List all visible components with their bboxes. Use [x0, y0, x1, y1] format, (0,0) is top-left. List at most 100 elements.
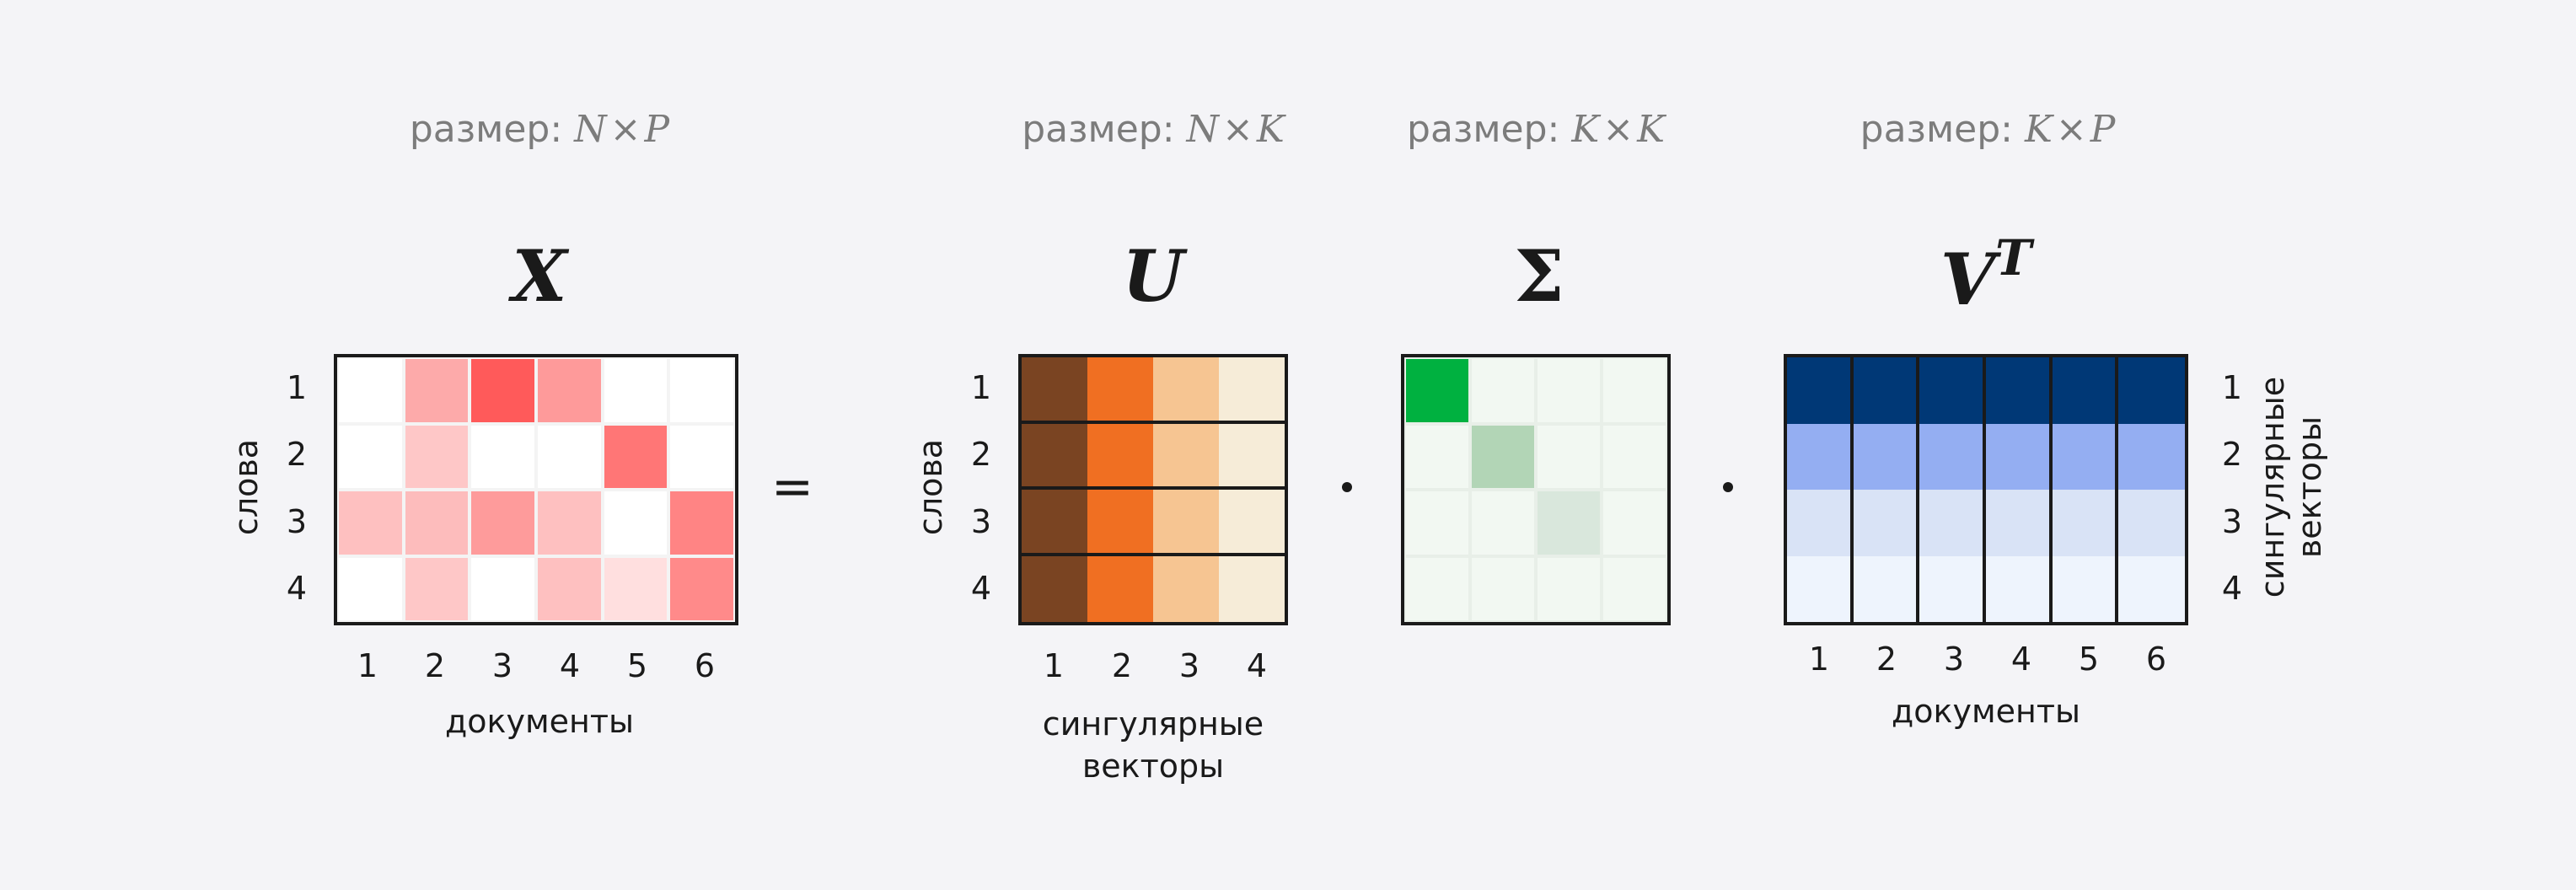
- vt-rows-axis-label-line2: векторы: [2291, 416, 2328, 559]
- x-col-tick: 6: [694, 647, 716, 684]
- u-row-tick: 4: [970, 570, 992, 607]
- matrix-sigma-cell: [1404, 490, 1470, 556]
- matrix-x-cell: [470, 490, 536, 556]
- matrix-sigma-cell: [1602, 423, 1667, 490]
- size-label-u: размер: N×K: [1022, 108, 1285, 151]
- matrix-title-u: U: [1122, 234, 1184, 318]
- matrix-vt-cell: [1853, 490, 1920, 556]
- matrix-x-cell: [403, 555, 470, 622]
- matrix-x-cell: [535, 490, 603, 556]
- matrix-u-cell: [1022, 423, 1087, 490]
- matrix-u-cell: [1087, 423, 1153, 490]
- matrix-x-cell: [668, 357, 735, 424]
- matrix-vt-cell: [2118, 490, 2185, 556]
- matrix-x-cell: [470, 423, 536, 490]
- size-label-vt: размер: K×P: [1860, 108, 2116, 151]
- matrix-x: [334, 354, 738, 625]
- matrix-u-cell: [1153, 490, 1219, 556]
- matrix-u-cell: [1153, 357, 1219, 424]
- x-col-tick: 2: [424, 647, 446, 684]
- vt-rows-axis-label: сингулярные векторы: [2254, 377, 2328, 598]
- matrix-vt-cell: [1787, 423, 1854, 490]
- matrix-x-cell: [403, 357, 470, 424]
- matrix-u-cell: [1022, 555, 1087, 622]
- matrix-u-cell: [1153, 555, 1219, 622]
- matrix-sigma-cell: [1404, 357, 1470, 424]
- x-rows-axis-label: слова: [228, 438, 265, 536]
- matrix-u-cell: [1219, 357, 1285, 424]
- matrix-sigma: [1401, 354, 1671, 625]
- u-cols-axis-label-line1: сингулярные: [1042, 705, 1264, 743]
- matrix-title-sigma: Σ: [1514, 234, 1564, 318]
- u-col-tick: 1: [1043, 647, 1065, 684]
- vt-rows-axis-label-line1: сингулярные: [2254, 376, 2291, 598]
- u-col-tick: 3: [1178, 647, 1200, 684]
- vt-row-tick: 1: [2221, 369, 2243, 406]
- vt-col-tick: 5: [2078, 641, 2100, 678]
- u-rows-axis-label: слова: [912, 438, 949, 536]
- matrix-x-cell: [337, 357, 404, 424]
- matrix-u-cell: [1087, 555, 1153, 622]
- matrix-vt-cell: [1853, 357, 1920, 424]
- matrix-vt-cell: [2118, 423, 2185, 490]
- matrix-u-cell: [1153, 423, 1219, 490]
- matrix-vt-cell: [2052, 490, 2119, 556]
- size-label-sigma: размер: K×K: [1407, 108, 1665, 151]
- matrix-x-cell: [535, 357, 603, 424]
- vt-cols-axis-label: документы: [1892, 693, 2080, 730]
- matrix-u-cell: [1022, 357, 1087, 424]
- matrix-x-cell: [602, 490, 669, 556]
- size-label-x: размер: N×P: [409, 108, 670, 151]
- matrix-vt-cell: [2052, 423, 2119, 490]
- matrix-vt-cell: [2052, 357, 2119, 424]
- matrix-x-cell: [337, 490, 404, 556]
- vt-row-tick: 3: [2221, 503, 2243, 540]
- matrix-vt-cell: [1919, 357, 1986, 424]
- matrix-sigma-cell: [1470, 490, 1536, 556]
- matrix-sigma-cell: [1536, 423, 1602, 490]
- matrix-u: [1018, 354, 1288, 625]
- matrix-vt-cell: [1853, 555, 1920, 622]
- x-col-tick: 5: [626, 647, 648, 684]
- matrix-u-cell: [1087, 357, 1153, 424]
- matrix-vt-cell: [2118, 357, 2185, 424]
- multiply-dot-1: [1342, 482, 1352, 492]
- matrix-title-x: X: [512, 234, 567, 318]
- matrix-x-cell: [337, 555, 404, 622]
- matrix-x-cell: [403, 490, 470, 556]
- matrix-x-cell: [668, 555, 735, 622]
- matrix-x-cell: [668, 423, 735, 490]
- vt-col-tick: 4: [2010, 641, 2032, 678]
- matrix-vt-cell: [1985, 555, 2053, 622]
- vt-col-tick: 6: [2145, 641, 2167, 678]
- matrix-x-cell: [337, 423, 404, 490]
- u-cols-axis-label-line2: векторы: [1081, 748, 1225, 785]
- matrix-u-cell: [1219, 423, 1285, 490]
- matrix-x-cell: [470, 555, 536, 622]
- x-row-tick: 2: [286, 436, 308, 473]
- u-row-tick: 2: [970, 436, 992, 473]
- matrix-x-cell: [535, 423, 603, 490]
- u-cols-axis-label: сингулярные векторы: [1043, 703, 1264, 787]
- equals-sign: =: [770, 458, 814, 517]
- matrix-sigma-cell: [1470, 357, 1536, 424]
- matrix-x-cell: [602, 423, 669, 490]
- matrix-sigma-cell: [1536, 555, 1602, 622]
- matrix-vt-cell: [1787, 490, 1854, 556]
- matrix-vt-cell: [2118, 555, 2185, 622]
- x-col-tick: 3: [491, 647, 513, 684]
- matrix-sigma-cell: [1404, 423, 1470, 490]
- matrix-vt-cell: [1787, 357, 1854, 424]
- u-col-tick: 4: [1246, 647, 1268, 684]
- matrix-x-cell: [470, 357, 536, 424]
- vt-col-tick: 2: [1876, 641, 1897, 678]
- x-row-tick: 1: [286, 369, 308, 406]
- matrix-vt: [1784, 354, 2188, 625]
- vt-col-tick: 3: [1943, 641, 1965, 678]
- matrix-sigma-cell: [1536, 490, 1602, 556]
- u-row-tick: 1: [970, 369, 992, 406]
- matrix-u-cell: [1219, 555, 1285, 622]
- x-col-tick: 4: [559, 647, 581, 684]
- matrix-vt-cell: [1919, 423, 1986, 490]
- x-cols-axis-label: документы: [445, 703, 634, 740]
